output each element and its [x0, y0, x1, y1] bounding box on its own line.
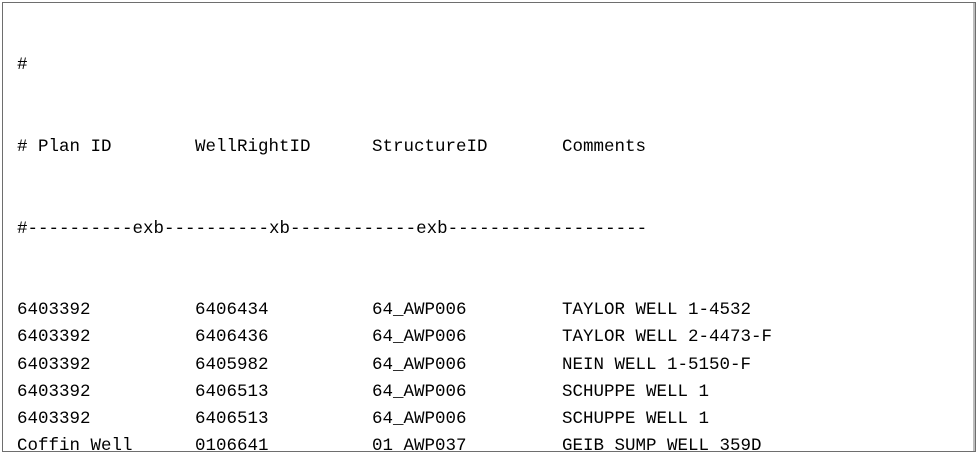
- wellright-id-cell: 6406513: [195, 381, 269, 402]
- wellright-id-cell: 6406434: [195, 300, 269, 321]
- table-row: 6403392 6406513 64_AWP006 SCHUPPE WELL 1: [17, 406, 804, 433]
- data-rows: 6403392 6406434 64_AWP006 TAYLOR WELL 1-453…: [17, 297, 804, 452]
- plan-id-cell: 6403392: [17, 381, 91, 402]
- header-wellright-id: WellRightID: [195, 137, 311, 157]
- comments-cell: SCHUPPE WELL 1: [562, 408, 710, 429]
- comments-cell: TAYLOR WELL 2-4473-F: [562, 327, 773, 348]
- header-plan-id: # Plan ID: [17, 137, 112, 157]
- structure-id-cell: 64_AWP006: [372, 408, 467, 429]
- plan-id-cell: 6403392: [17, 354, 91, 375]
- structure-id-cell: 64_AWP006: [372, 327, 467, 348]
- comments-cell: SCHUPPE WELL 1: [562, 381, 710, 402]
- comments-cell: NEIN WELL 1-5150-F: [562, 354, 752, 375]
- header-comments: Comments: [562, 137, 647, 157]
- plan-id-cell: Coffin_Well: [17, 436, 133, 452]
- plan-id-cell: 6403392: [17, 327, 91, 348]
- wellright-id-cell: 6405982: [195, 354, 269, 375]
- table-row: 6403392 6406434 64_AWP006 TAYLOR WELL 1-453…: [17, 297, 804, 324]
- structure-id-cell: 64_AWP006: [372, 381, 467, 402]
- wellright-id-cell: 0106641: [195, 436, 269, 452]
- separator-line: #----------exb----------xb------------ex…: [17, 218, 648, 239]
- plan-id-cell: 6403392: [17, 408, 91, 429]
- comments-cell: TAYLOR WELL 1-4532: [562, 300, 752, 321]
- structure-id-cell: 01_AWP037: [372, 436, 467, 452]
- wellright-id-cell: 6406513: [195, 408, 269, 429]
- wellright-id-cell: 6406436: [195, 327, 269, 348]
- header-line: # Plan ID WellRightID StructureID Comments: [17, 134, 804, 161]
- table-row: 6403392 6406436 64_AWP006 TAYLOR WELL 2-447…: [17, 324, 804, 351]
- structure-id-cell: 64_AWP006: [372, 300, 467, 321]
- table-row: Coffin_Well 0106641 01_AWP037 GEIB SUMP WEL…: [17, 433, 804, 452]
- table-row: 6403392 6406513 64_AWP006 SCHUPPE WELL 1: [17, 379, 804, 406]
- comments-cell: GEIB SUMP WELL 359D: [562, 436, 762, 452]
- structure-id-cell: 64_AWP006: [372, 354, 467, 375]
- comment-line-top: #: [17, 55, 28, 76]
- plan-id-cell: 6403392: [17, 300, 91, 321]
- text-content: # # Plan ID WellRightID StructureID Comment…: [17, 3, 804, 452]
- table-row: 6403392 6405982 64_AWP006 NEIN WELL 1-5150-…: [17, 352, 804, 379]
- header-structure-id: StructureID: [372, 137, 488, 157]
